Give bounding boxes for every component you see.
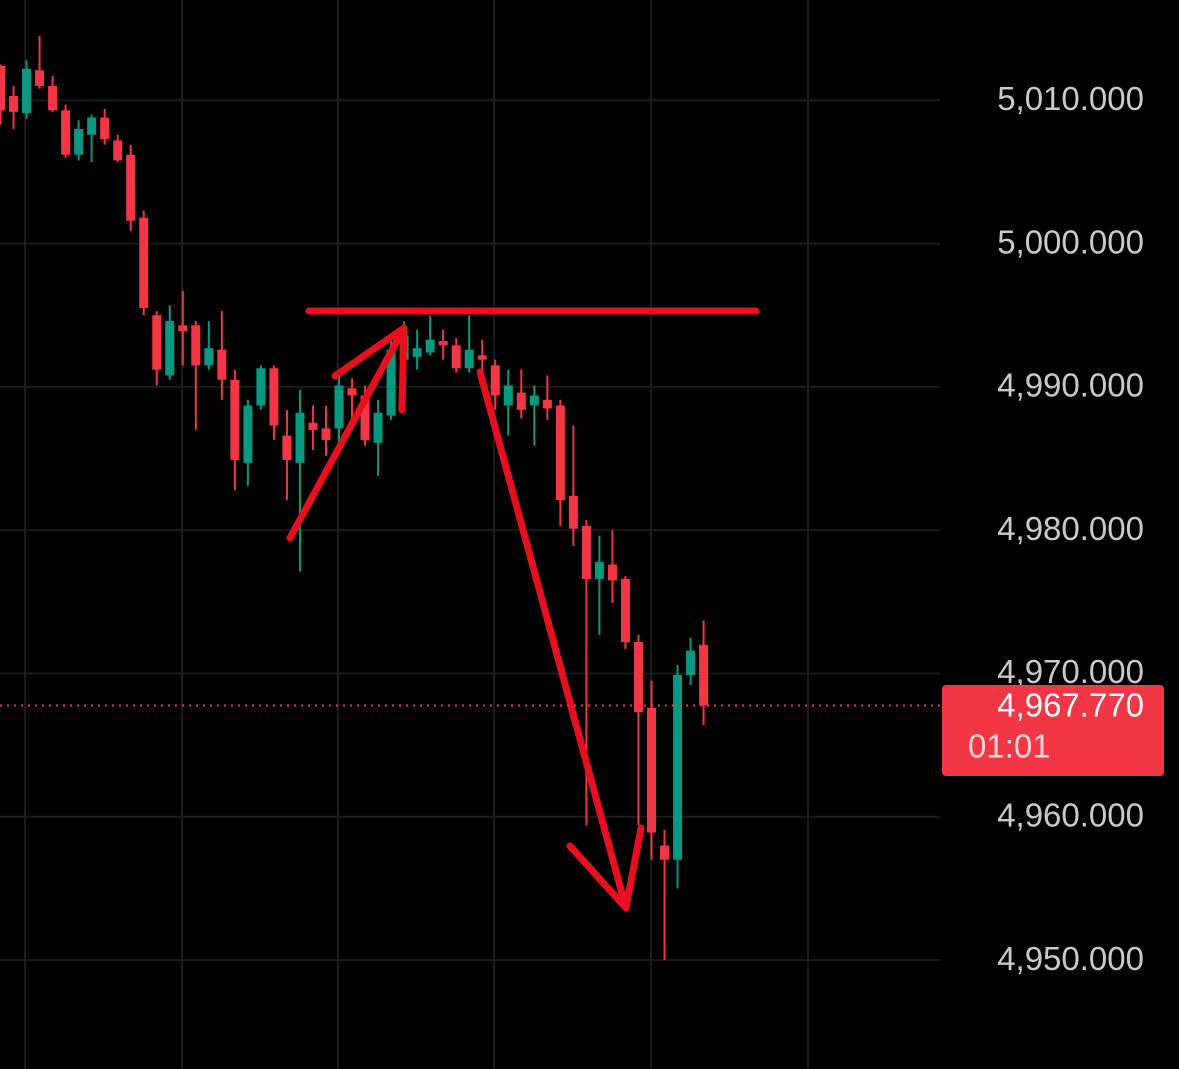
candle-body xyxy=(334,385,344,429)
last-price-label: 4,967.770 xyxy=(997,687,1144,724)
candle-body xyxy=(477,355,487,360)
last-price: 4,967.770 01:01 xyxy=(0,685,1164,776)
candle-body xyxy=(87,117,97,135)
candle-body xyxy=(165,320,175,376)
candle-body xyxy=(490,365,500,396)
candle-body xyxy=(295,412,305,463)
candle-body xyxy=(126,154,136,221)
candle-body xyxy=(113,140,123,161)
candle-body xyxy=(347,388,357,396)
horizontal-grid xyxy=(0,99,940,962)
candle-body xyxy=(568,495,578,529)
candle-body xyxy=(48,85,58,111)
down-arrow xyxy=(476,368,645,912)
candle-body xyxy=(0,65,5,111)
candle-body xyxy=(35,70,45,86)
candle-body xyxy=(230,379,240,460)
candle-body xyxy=(412,348,422,357)
candles xyxy=(0,35,709,961)
candle-body xyxy=(282,435,292,460)
y-tick-label: 5,000.000 xyxy=(997,223,1144,260)
annotations xyxy=(286,307,760,912)
candle-body xyxy=(217,349,227,380)
up-arrow xyxy=(286,324,408,542)
candle-body xyxy=(386,349,396,416)
candle-body xyxy=(61,110,71,155)
candle-body xyxy=(308,422,318,430)
candle-body xyxy=(178,325,188,332)
candle-body xyxy=(22,68,32,114)
candle-body xyxy=(425,339,435,353)
candle-body xyxy=(139,217,149,309)
y-tick-label: 5,010.000 xyxy=(997,80,1144,117)
candle-body xyxy=(686,650,696,675)
y-tick-label: 4,950.000 xyxy=(997,940,1144,977)
candle-body xyxy=(9,96,19,112)
candle-body xyxy=(373,412,383,443)
candle-body xyxy=(464,349,474,369)
price-axis: 4,950.000 4,960.000 4,970.000 4,980.000 4,99… xyxy=(997,80,1144,977)
candle-body xyxy=(581,525,591,579)
candle-body xyxy=(647,707,656,833)
candle-body xyxy=(451,345,461,369)
y-tick-label: 4,980.000 xyxy=(997,510,1144,547)
candle-body xyxy=(152,315,162,370)
candle-body xyxy=(360,395,370,440)
candle-body xyxy=(673,674,683,860)
y-tick-label: 4,970.000 xyxy=(997,653,1144,690)
candle-body xyxy=(633,641,643,713)
candle-body xyxy=(699,644,709,706)
candle-body xyxy=(516,392,526,410)
y-tick-label: 4,990.000 xyxy=(997,367,1144,404)
candle-body xyxy=(269,368,279,426)
candle-body xyxy=(74,128,84,155)
last-price-box xyxy=(942,685,1164,776)
candle-body xyxy=(438,341,448,346)
candle-body xyxy=(100,117,110,139)
candle-body xyxy=(243,405,253,463)
candle-body xyxy=(529,395,539,406)
vertical-grid xyxy=(24,0,809,1069)
candle-body xyxy=(607,564,617,581)
candle-body xyxy=(191,325,201,366)
candle-body xyxy=(256,368,266,406)
candle-body xyxy=(660,845,670,860)
candle-body xyxy=(204,348,214,366)
candle-body xyxy=(503,385,513,406)
countdown-label: 01:01 xyxy=(968,728,1051,765)
candle-body xyxy=(321,428,331,440)
y-tick-label: 4,960.000 xyxy=(997,797,1144,834)
candle-body xyxy=(542,399,552,409)
candle-body xyxy=(555,405,565,501)
candle-body xyxy=(594,561,604,579)
candle-body xyxy=(620,578,630,642)
